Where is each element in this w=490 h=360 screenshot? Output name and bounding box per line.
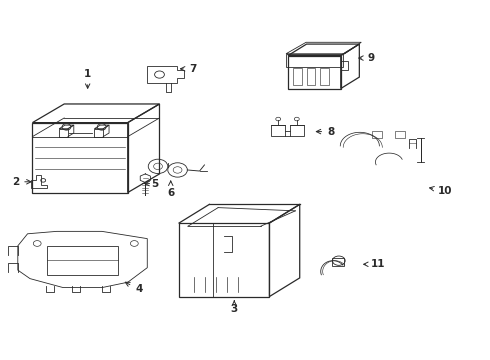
Bar	[288, 55, 341, 89]
Bar	[47, 246, 118, 275]
Bar	[307, 68, 316, 85]
Text: 9: 9	[359, 53, 374, 63]
Bar	[332, 258, 344, 266]
Bar	[271, 125, 285, 136]
Bar	[32, 123, 128, 193]
Text: 6: 6	[167, 181, 174, 198]
Text: 10: 10	[430, 186, 452, 196]
Text: 2: 2	[12, 177, 31, 187]
Text: 1: 1	[84, 69, 91, 88]
Bar	[395, 131, 405, 138]
Text: 11: 11	[364, 259, 386, 269]
Bar	[320, 68, 329, 85]
Bar	[179, 223, 270, 297]
Text: 5: 5	[145, 179, 158, 189]
Text: 4: 4	[125, 282, 143, 294]
Bar	[293, 68, 302, 85]
Bar	[372, 131, 382, 138]
Text: 7: 7	[180, 64, 196, 74]
Text: 8: 8	[316, 127, 334, 136]
Bar	[341, 60, 348, 71]
Text: 3: 3	[231, 301, 238, 314]
Bar	[286, 54, 343, 67]
Bar	[290, 125, 304, 136]
